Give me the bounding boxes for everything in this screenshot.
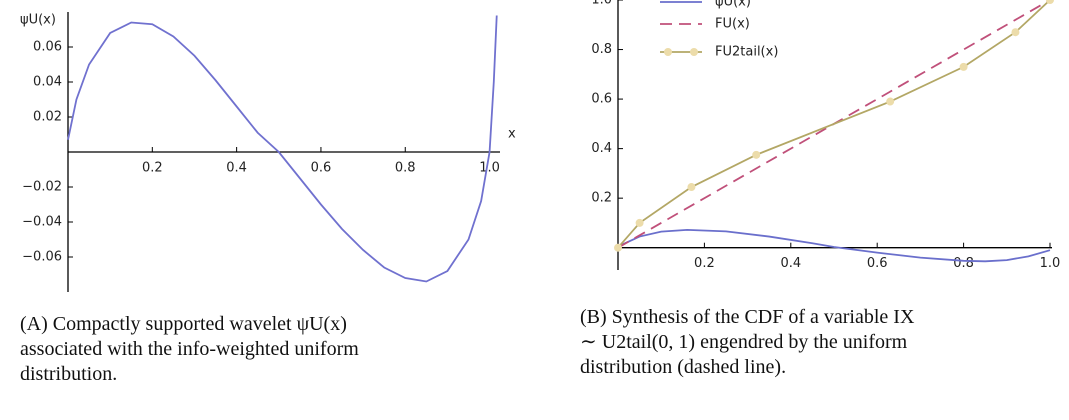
x-tick-label: 0.6 — [867, 256, 888, 271]
legend-label: FU(x) — [715, 17, 750, 32]
y-tick-label: 0.04 — [33, 75, 62, 90]
y-tick-label: −0.04 — [22, 215, 62, 230]
x-tick-label: 0.8 — [953, 256, 974, 271]
y-tick-label: −0.06 — [22, 250, 62, 265]
marker — [886, 97, 895, 106]
figure: 0.2 0.4 0.6 0.8 1.0 −0.06 −0.04 −0.02 0.02 0.04 0.… — [20, 0, 1061, 292]
x-tick-label: 1.0 — [1040, 256, 1061, 271]
marker — [959, 62, 968, 71]
y-tick-label: 0.8 — [591, 42, 612, 57]
y-tick-label: 0.2 — [591, 191, 612, 206]
marker — [1011, 28, 1020, 37]
legend-marker — [664, 48, 672, 56]
x-axis-label: x — [508, 127, 516, 142]
caption-a: (A) Compactly supported wavelet ψU(x) as… — [20, 312, 365, 387]
y-tick-label: 0.4 — [591, 141, 612, 156]
marker — [635, 218, 644, 227]
legend-label: ψU(x) — [715, 0, 751, 10]
x-tick-label: 0.6 — [311, 161, 332, 176]
series-line — [617, 228, 1051, 263]
caption-b: (B) Synthesis of the CDF of a variable I… — [580, 305, 935, 380]
y-tick-label: 0.06 — [33, 40, 62, 55]
x-tick-label: 1.0 — [479, 161, 500, 176]
marker — [614, 243, 622, 252]
x-tick-label: 0.2 — [694, 256, 715, 271]
y-tick-label: −0.02 — [22, 180, 62, 195]
caption-text: Compactly supported wavelet ψU(x) associ… — [20, 313, 359, 385]
x-tick-label: 0.8 — [395, 161, 416, 176]
x-tick-label: 0.4 — [226, 161, 247, 176]
series-line — [67, 15, 498, 283]
legend-label: FU2tail(x) — [715, 45, 778, 60]
caption-label: (B) — [580, 306, 607, 328]
marker — [752, 150, 761, 159]
y-tick-label: 0.02 — [33, 110, 62, 125]
marker — [687, 183, 696, 192]
y-tick-label: 1.0 — [591, 0, 612, 8]
marker — [1046, 0, 1054, 4]
legend-marker — [690, 48, 698, 56]
x-tick-label: 0.4 — [780, 256, 801, 271]
caption-label: (A) — [20, 313, 48, 335]
y-axis-label: ψU(x) — [20, 13, 56, 28]
series-line — [617, 0, 1051, 249]
y-tick-label: 0.6 — [591, 92, 612, 107]
caption-text: Synthesis of the CDF of a variable IX ∼ … — [580, 306, 915, 378]
x-tick-label: 0.2 — [142, 161, 163, 176]
